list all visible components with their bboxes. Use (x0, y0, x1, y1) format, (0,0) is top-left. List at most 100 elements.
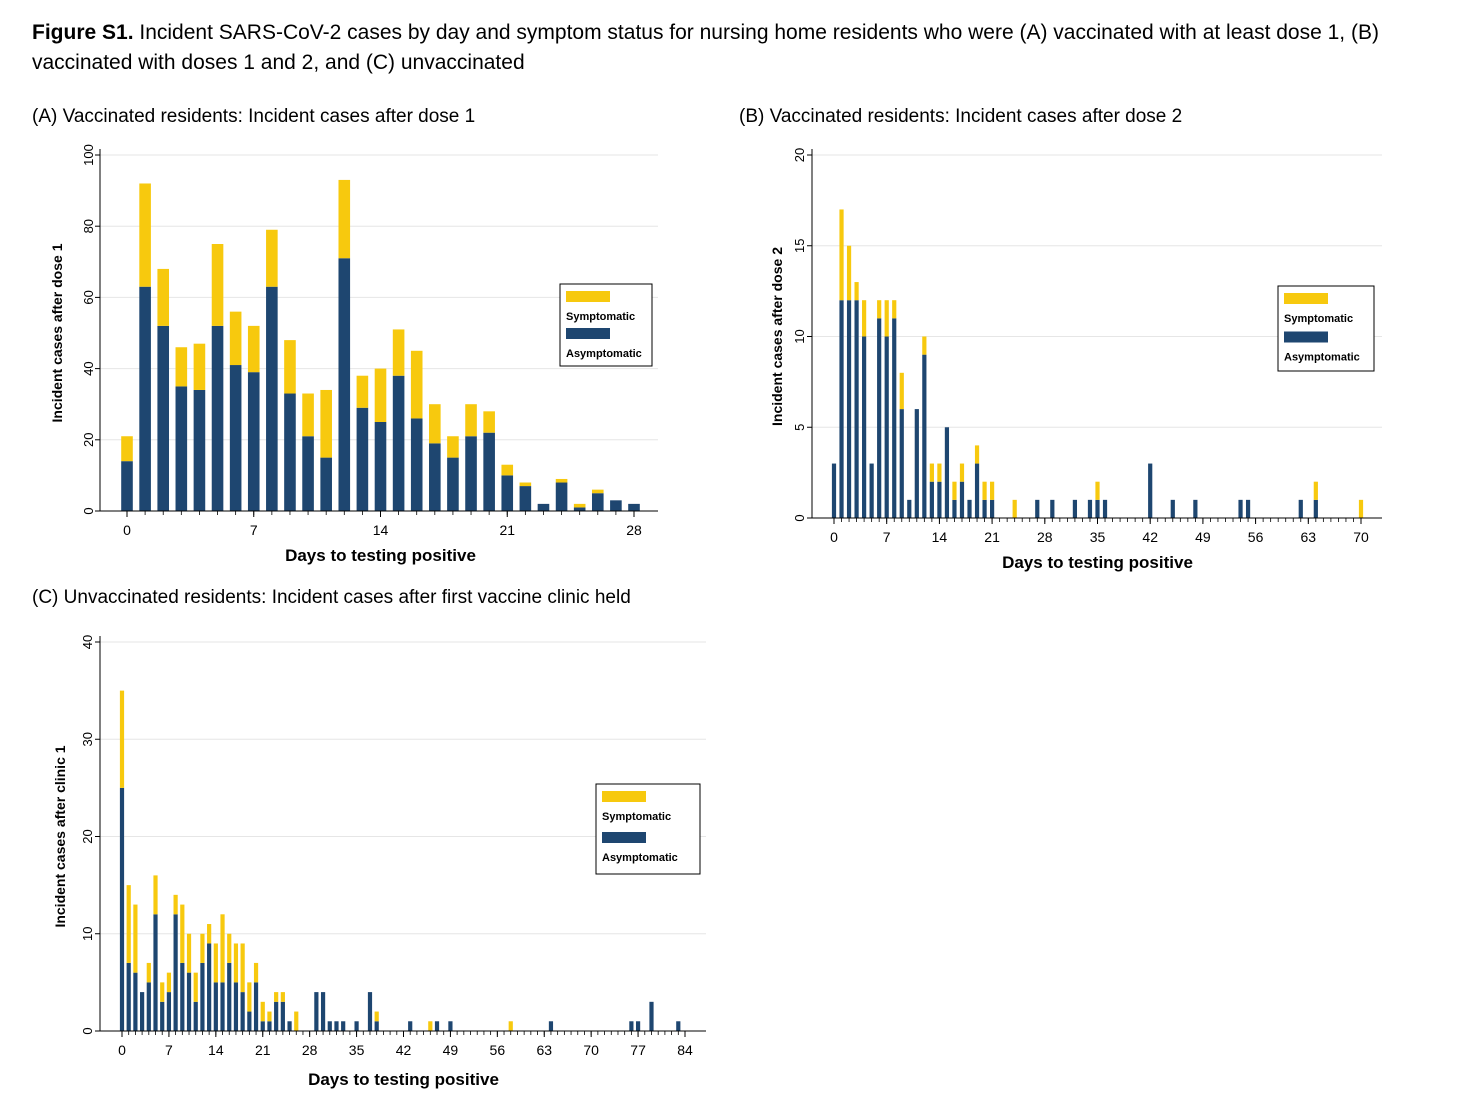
bar-asymptomatic (287, 1021, 292, 1031)
bar-asymptomatic (334, 1021, 339, 1031)
bar-asymptomatic (338, 258, 351, 511)
bar-asymptomatic (374, 1021, 379, 1031)
bar-asymptomatic (1298, 499, 1303, 518)
bar-symptomatic (160, 982, 165, 1002)
bar-symptomatic (922, 336, 927, 355)
bar-symptomatic (877, 300, 882, 319)
bar-symptomatic (974, 445, 980, 464)
bar-asymptomatic (869, 463, 874, 518)
bar-symptomatic (501, 464, 514, 476)
bar-symptomatic (428, 1021, 433, 1031)
x-tick-label: 56 (1248, 529, 1264, 545)
legend-label-asymptomatic: Asymptomatic (566, 348, 642, 360)
legend-swatch-asymptomatic (602, 832, 646, 843)
legend-label-asymptomatic: Asymptomatic (602, 852, 678, 864)
bar-asymptomatic (899, 409, 904, 518)
bar-asymptomatic (573, 507, 586, 511)
bar-asymptomatic (1050, 499, 1055, 518)
chart-panel-a: 0 7 14 21 28 0 20 40 60 80 100 Days to testing posi… (49, 144, 658, 565)
bar-asymptomatic (537, 503, 550, 511)
bar-asymptomatic (831, 463, 837, 518)
legend-swatch-symptomatic (566, 291, 610, 302)
bar-symptomatic (392, 329, 405, 376)
bar-symptomatic (253, 962, 259, 983)
bar-symptomatic (175, 347, 188, 387)
bar-symptomatic (1012, 499, 1017, 518)
x-axis-title: Days to testing positive (1002, 553, 1193, 572)
bar-asymptomatic (186, 972, 192, 1031)
bar-asymptomatic (126, 962, 131, 1031)
bar-asymptomatic (284, 393, 296, 511)
bar-asymptomatic (967, 499, 972, 518)
bar-asymptomatic (410, 418, 423, 511)
bar-asymptomatic (1095, 499, 1100, 518)
bar-asymptomatic (354, 1021, 359, 1031)
bar-symptomatic (266, 229, 278, 287)
bar-symptomatic (166, 972, 172, 993)
bar-asymptomatic (1035, 499, 1040, 518)
y-tick-label: 20 (81, 433, 96, 447)
bar-symptomatic (146, 962, 151, 983)
x-tick-label: 70 (1353, 529, 1369, 545)
bar-asymptomatic (213, 982, 218, 1031)
bar-asymptomatic (266, 286, 278, 511)
bar-symptomatic (153, 875, 158, 915)
bar-symptomatic (982, 481, 987, 500)
bar-asymptomatic (1170, 499, 1175, 518)
bar-asymptomatic (320, 457, 332, 511)
legend: Symptomatic Asymptomatic (559, 283, 653, 367)
x-tick-label: 7 (250, 522, 258, 538)
bar-asymptomatic (591, 493, 604, 511)
y-tick-label: 5 (792, 424, 807, 431)
bar-asymptomatic (341, 1021, 346, 1031)
chart-panel-c: 0 7 14 21 28 35 42 49 56 63 70 77 84 0 10 20 30 40 Days to… (52, 635, 706, 1089)
legend-swatch-symptomatic (1284, 293, 1328, 304)
bar-asymptomatic (1087, 499, 1093, 518)
bar-asymptomatic (907, 499, 912, 518)
bar-symptomatic (211, 244, 224, 326)
bar-asymptomatic (240, 992, 245, 1031)
bar-asymptomatic (327, 1021, 332, 1031)
bar-symptomatic (213, 943, 218, 983)
bar-asymptomatic (274, 1001, 279, 1031)
bar-asymptomatic (146, 982, 151, 1031)
bar-asymptomatic (914, 409, 919, 518)
y-tick-label: 0 (81, 507, 96, 514)
bar-symptomatic (247, 325, 260, 373)
bar-asymptomatic (629, 1021, 634, 1031)
bar-asymptomatic (139, 286, 151, 511)
y-tick-label: 40 (80, 635, 95, 649)
bar-asymptomatic (160, 1001, 165, 1031)
bar-asymptomatic (982, 499, 987, 518)
bar-asymptomatic (929, 481, 934, 518)
bar-asymptomatic (367, 992, 373, 1031)
y-axis-title: Incident cases after dose 1 (49, 243, 65, 422)
y-axis-title: Incident cases after dose 2 (769, 247, 785, 426)
x-tick-label: 14 (373, 522, 389, 538)
y-tick-label: 20 (80, 829, 95, 843)
figure-caption-text: Incident SARS-CoV-2 cases by day and sym… (32, 21, 1379, 74)
x-tick-label: 35 (1090, 529, 1106, 545)
bar-asymptomatic (434, 1021, 440, 1031)
bar-symptomatic (854, 282, 859, 301)
bar-asymptomatic (408, 1021, 413, 1031)
bar-symptomatic (121, 436, 133, 462)
bar-symptomatic (846, 245, 852, 301)
bar-asymptomatic (884, 336, 889, 518)
bar-asymptomatic (173, 914, 178, 1031)
bar-asymptomatic (280, 1001, 285, 1031)
x-tick-label: 21 (255, 1042, 271, 1058)
bar-symptomatic (240, 943, 245, 993)
bar-asymptomatic (314, 992, 319, 1031)
bar-asymptomatic (628, 503, 640, 511)
bar-symptomatic (229, 311, 242, 366)
bar-symptomatic (126, 885, 131, 963)
bar-asymptomatic (207, 943, 212, 1031)
x-tick-label: 77 (630, 1042, 646, 1058)
bar-symptomatic (429, 404, 441, 444)
x-tick-label: 56 (490, 1042, 506, 1058)
figure-label: Figure S1. (32, 21, 134, 44)
bar-asymptomatic (1238, 499, 1243, 518)
bar-asymptomatic (302, 436, 314, 511)
bar-asymptomatic (121, 461, 133, 511)
